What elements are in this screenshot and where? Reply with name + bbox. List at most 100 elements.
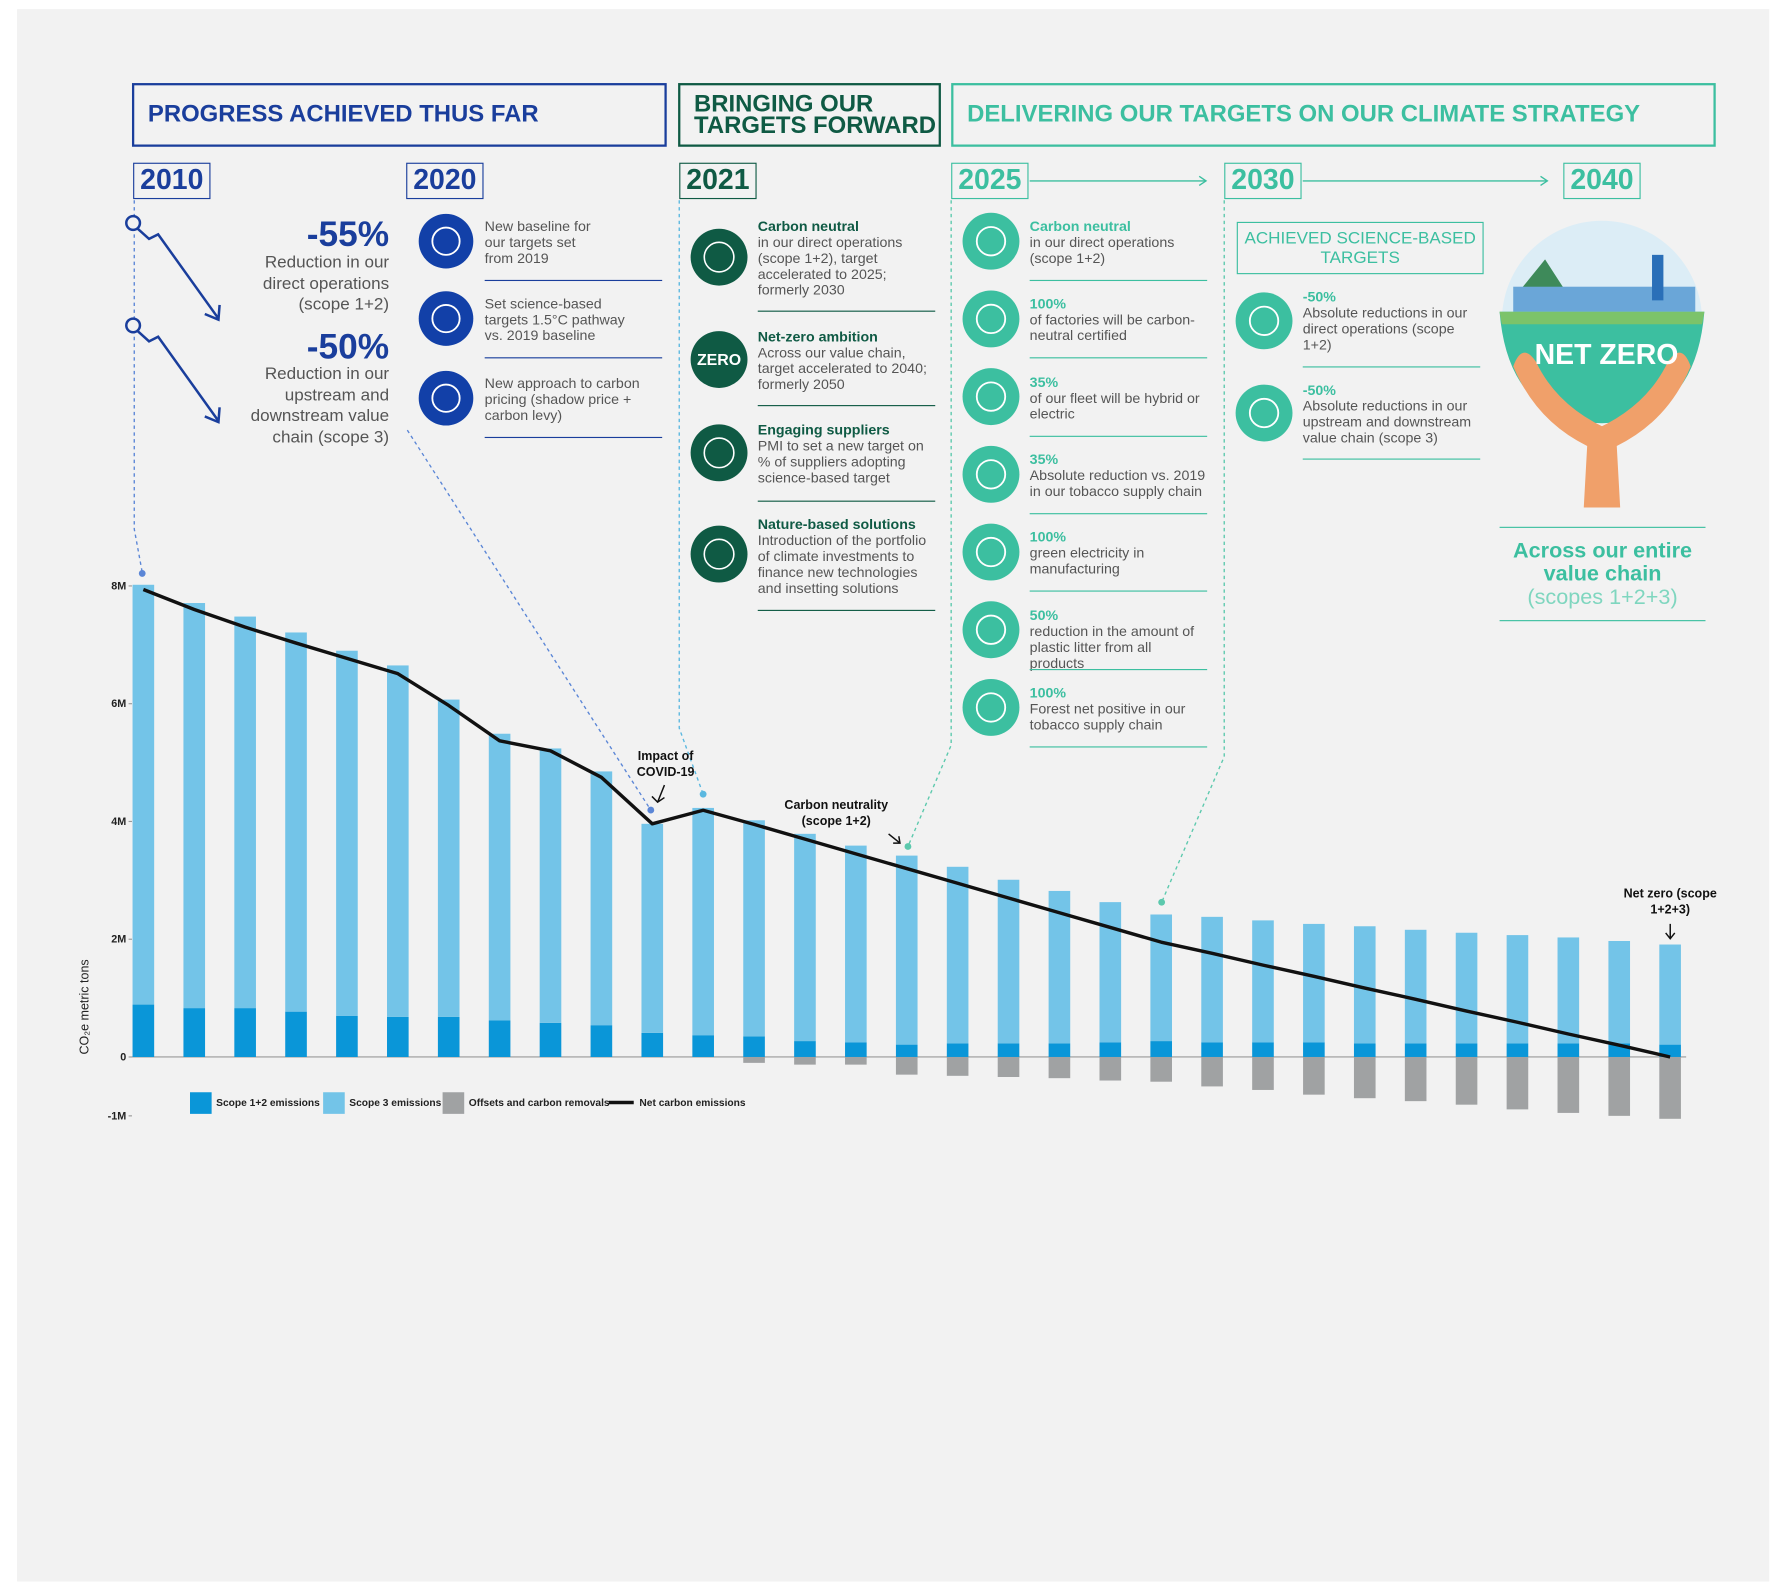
icon [963,601,1020,658]
net-zero-scope: (scopes 1+2+3) [1500,586,1706,611]
separator [758,311,935,312]
bar-segment [540,748,562,1022]
bar-segment [1354,1043,1376,1057]
bar-segment [1405,930,1427,1044]
sbt-value: -50% [1303,289,1336,305]
y-tick-label: 8M [111,580,126,592]
icon [419,371,474,426]
bar-segment [794,1041,816,1057]
item-title: Engaging suppliers [758,422,890,438]
item-text: Introduction of the portfolio of climate… [758,532,935,596]
separator [1030,591,1207,592]
bar-segment [1507,1057,1529,1109]
year-label: 2025 [951,163,1028,199]
legend-swatch [323,1092,345,1114]
target-text: reduction in the amount of plastic litte… [1030,623,1210,671]
item-text: Across our value chain, target accelerat… [758,345,935,393]
bar-segment [1659,945,1681,1045]
year-label: 2040 [1563,163,1640,199]
bar-segment [1303,1057,1325,1095]
bar-segment [336,651,358,1016]
bar-segment [1099,1057,1121,1081]
sbt-text: Absolute reductions in our upstream and … [1303,398,1476,446]
result-value: -55% [228,214,390,255]
bar-segment [1507,1043,1529,1057]
sbt-text: Absolute reductions in our direct operat… [1303,305,1476,353]
bar-segment [336,1016,358,1057]
year-label: 2030 [1224,163,1301,199]
bar-segment [845,846,867,1043]
annotation: Carbon neutrality (scope 1+2) [774,799,899,830]
bar-segment [133,1005,155,1057]
separator [1030,358,1207,359]
bar-segment [947,867,969,1044]
bar-segment [896,1045,918,1057]
icon [963,446,1020,503]
target-title: 100% [1030,296,1066,312]
bar-segment [234,1008,256,1057]
bar-segment [1252,1057,1274,1090]
legend-label: Scope 3 emissions [349,1098,441,1109]
legend-label: Net carbon emissions [639,1098,746,1109]
bar-segment [540,1023,562,1057]
icon [691,424,748,481]
item-text: Set science-based targets 1.5°C pathway … [485,296,627,344]
bar-segment [794,1057,816,1065]
icon [419,291,474,346]
separator [1030,280,1207,281]
bar-segment [1150,1057,1172,1082]
bar-segment [1456,1057,1478,1105]
bar-segment [1252,1042,1274,1057]
bar-segment [692,1035,714,1057]
icon [419,214,474,269]
icon [963,290,1020,347]
bar-segment [1099,1042,1121,1057]
separator [758,501,935,502]
target-text: green electricity in manufacturing [1030,545,1210,577]
icon [963,524,1020,581]
separator [1030,435,1207,436]
bar-segment [1558,937,1580,1043]
item-text: New baseline for our targets set from 20… [485,218,599,266]
bar-segment [1507,935,1529,1043]
bar-segment [1049,1057,1071,1078]
bar-segment [438,700,460,1017]
result-text: Reduction in our upstream and downstream… [241,364,389,448]
annotation: Impact of COVID-19 [635,750,696,781]
bar-segment [438,1017,460,1057]
bar-segment [1049,1043,1071,1057]
bar-segment [1201,1057,1223,1086]
target-text: Absolute reduction vs. 2019 in our tobac… [1030,467,1210,499]
icon [1236,385,1293,442]
bar-segment [896,1057,918,1075]
target-text: of factories will be carbon-neutral cert… [1030,312,1210,344]
y-tick-label: 2M [111,934,126,946]
bar-segment [1405,1057,1427,1101]
section-title: BRINGING OUR TARGETS FORWARD [678,83,941,147]
bar-segment [1659,1057,1681,1119]
item-text: in our direct operations (scope 1+2), ta… [758,234,935,298]
year-label: 2010 [133,163,210,199]
section-title: DELIVERING OUR TARGETS ON OUR CLIMATE ST… [951,83,1716,147]
bar-segment [1456,933,1478,1044]
bar-segment [1150,1041,1172,1057]
bar-segment [1456,1043,1478,1057]
sbt-title: ACHIEVED SCIENCE-BASED TARGETS [1237,222,1484,274]
bar-segment [1099,902,1121,1042]
year-label: 2020 [406,163,483,199]
bar-segment [641,1033,663,1057]
bar-segment [1201,917,1223,1042]
legend-label: Offsets and carbon removals [469,1098,610,1109]
bar-segment [1405,1043,1427,1057]
annotation: Net zero (scope 1+2+3) [1621,887,1719,918]
net-zero-caption: Across our entire value chain [1500,540,1706,586]
year-label: 2021 [679,163,756,199]
y-tick-label: 0 [120,1051,126,1063]
bar-segment [998,1057,1020,1077]
stage: ZERO-1M02M4M6M8MCO₂e metric tonsScope 1+… [0,0,1784,1584]
bar-segment [1354,1057,1376,1098]
bar-segment [692,808,714,1035]
item-text: New approach to carbon pricing (shadow p… [485,375,667,423]
separator [1030,668,1207,669]
separator [1500,620,1706,621]
